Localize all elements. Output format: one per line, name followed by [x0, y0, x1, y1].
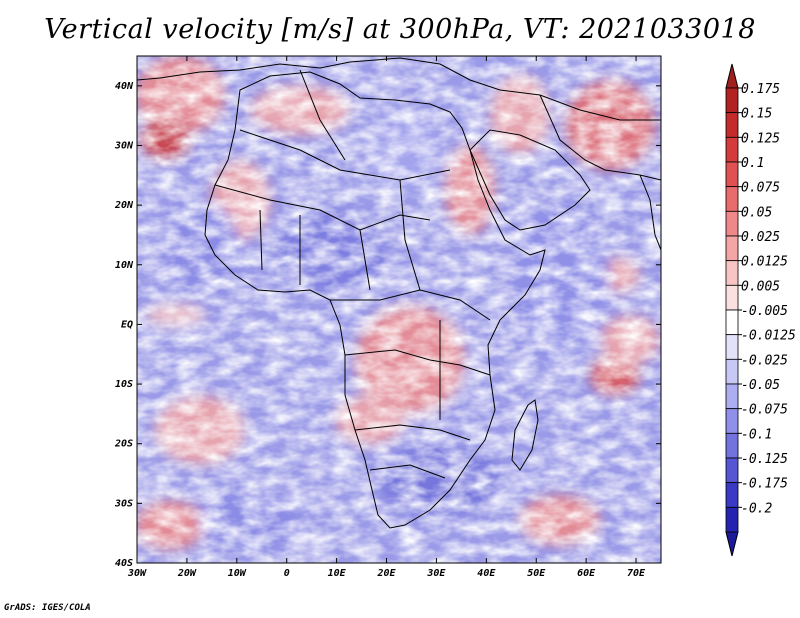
colorbar-swatch: [725, 334, 739, 360]
lat-tick-label: 40S: [115, 558, 133, 569]
colorbar-label: 0.005: [741, 279, 780, 294]
colorbar-swatch: [725, 408, 739, 434]
lon-tick-label: 50E: [527, 568, 546, 579]
colorbar-swatch: [725, 457, 739, 484]
colorbar-label: 0.15: [741, 107, 772, 122]
longitude-axis: 30W 20W 10W 0 10E 20E 30E 40E 50E 60E 70E: [127, 56, 646, 579]
colorbar-swatch: [725, 235, 739, 262]
lat-tick-label: 30S: [114, 498, 133, 509]
colorbar-swatch: [725, 358, 739, 385]
lat-tick-label: 30N: [114, 140, 134, 151]
colorbar-label: -0.0125: [741, 329, 796, 344]
lon-tick-label: 30W: [127, 568, 147, 579]
colorbar-label: -0.2: [741, 501, 772, 516]
colorbar-label: 0.1: [741, 156, 764, 171]
lat-tick-label: 40N: [115, 81, 134, 92]
colorbar-label: -0.075: [741, 403, 788, 418]
lat-tick-label: 10N: [115, 260, 134, 271]
lon-tick-label: 20W: [177, 568, 197, 579]
velocity-field: [137, 56, 661, 563]
colorbar-swatch: [725, 210, 739, 237]
colorbar-label: -0.05: [741, 378, 780, 393]
colorbar-swatch: [725, 87, 739, 114]
colorbar-swatch: [725, 506, 739, 533]
colorbar-swatch: [725, 186, 739, 212]
lon-tick-label: 60E: [577, 568, 596, 579]
lon-tick-label: 40E: [477, 568, 496, 579]
coastlines: [137, 57, 661, 529]
lon-tick-label: 70E: [627, 568, 646, 579]
colorbar-max-arrow: [725, 63, 739, 89]
lat-tick-label: 20N: [114, 200, 134, 211]
colorbar-swatch: [725, 284, 739, 311]
lon-tick-label: 30E: [426, 568, 446, 579]
colorbar: 0.175 0.15 0.125 0.1 0.075 0.05 0.025 0.0125 0.0…: [725, 63, 796, 557]
colorbar-label: -0.125: [741, 452, 788, 467]
colorbar-swatch: [725, 260, 739, 286]
colorbar-swatch: [725, 432, 739, 459]
colorbar-label: -0.175: [741, 477, 788, 492]
colorbar-swatch: [725, 309, 739, 336]
colorbar-label: 0.0125: [741, 255, 788, 270]
lon-tick-label: 10E: [328, 568, 347, 579]
lon-tick-label: 20E: [376, 568, 396, 579]
lat-tick-label: 10S: [115, 379, 133, 390]
colorbar-label: 0.175: [741, 82, 780, 97]
latitude-axis: 40N 30N 20N 10N EQ 10S 20S 30S 40S: [114, 81, 661, 569]
colorbar-swatch: [725, 383, 739, 410]
lat-tick-label: 20S: [114, 439, 133, 450]
colorbar-label: 0.075: [741, 181, 780, 196]
colorbar-swatch: [725, 112, 739, 138]
colorbar-swatch: [725, 161, 739, 188]
colorbar-label: -0.1: [741, 427, 772, 442]
colorbar-swatch: [725, 136, 739, 163]
colorbar-min-arrow: [725, 531, 739, 557]
lon-tick-label: 0: [284, 568, 290, 579]
colorbar-label: -0.025: [741, 353, 788, 368]
credit-text: GrADS: IGES/COLA: [4, 603, 91, 613]
map-title: Vertical velocity [m/s] at 300hPa, VT: 2…: [44, 14, 756, 45]
colorbar-label: 0.05: [741, 205, 772, 220]
colorbar-label: 0.125: [741, 131, 780, 146]
colorbar-label: 0.025: [741, 230, 780, 245]
colorbar-label: -0.005: [741, 304, 788, 319]
colorbar-swatch: [725, 482, 739, 508]
lat-tick-label: EQ: [121, 319, 133, 330]
lon-tick-label: 10W: [228, 568, 247, 579]
plot-frame: [136, 55, 662, 564]
